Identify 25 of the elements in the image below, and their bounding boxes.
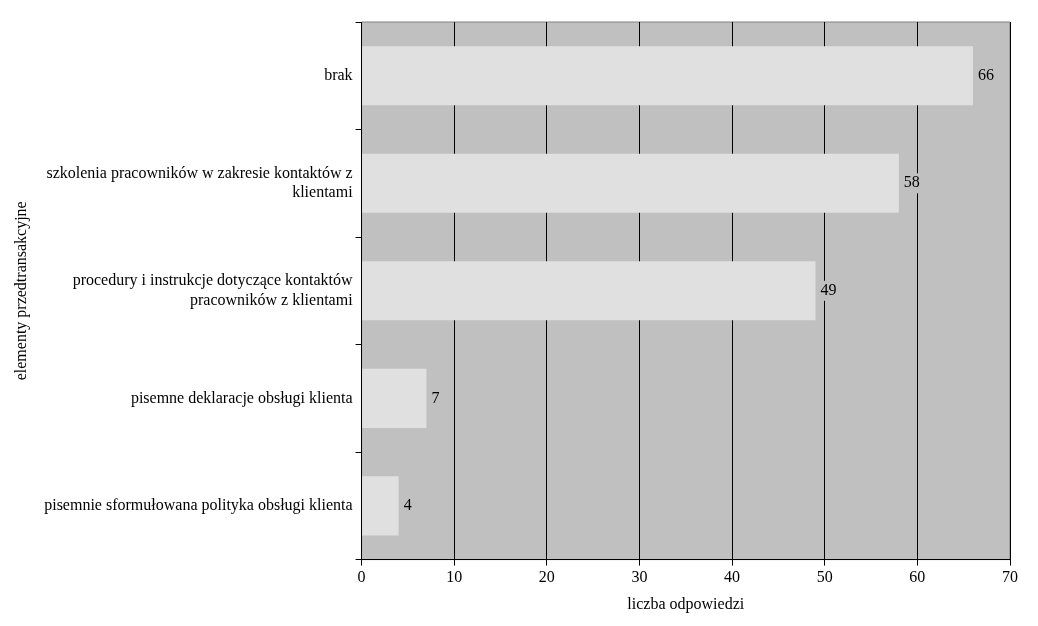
y-tick-label: pisemnie sformułowana polityka obsługi klienta <box>44 496 353 515</box>
data-label: 66 <box>977 65 994 83</box>
data-label: 58 <box>903 173 920 191</box>
data-label: 49 <box>820 281 837 298</box>
x-tick-label: 40 <box>724 568 741 586</box>
x-tick-label: 70 <box>1002 568 1018 586</box>
x-tick-label: 60 <box>909 568 926 586</box>
x-tick-label: 50 <box>816 568 833 586</box>
y-tick-label: pisemne deklaracje obsługi klienta <box>130 388 353 407</box>
x-tick-label: 20 <box>538 568 555 586</box>
x-axis-title: liczba odpowiedzi <box>627 594 745 613</box>
x-tick-label: 0 <box>357 568 366 586</box>
bar <box>362 261 816 321</box>
y-tick-label: procedury i instrukcje dotyczące kontaktów pracowników z klientami <box>72 271 354 309</box>
bar <box>362 46 973 106</box>
bar <box>362 476 399 536</box>
y-tick-label: brak <box>324 65 353 83</box>
bar <box>362 153 899 213</box>
data-label: 7 <box>431 388 440 406</box>
x-tick-label: 10 <box>446 568 463 586</box>
x-tick-label: 30 <box>631 568 648 586</box>
bar <box>362 368 427 428</box>
y-axis-title: elementy przedtransakcyjne <box>11 201 30 381</box>
y-tick-label: szkolenia pracowników w zakresie kontaktów z klientami <box>46 163 354 201</box>
data-label: 4 <box>403 496 412 514</box>
